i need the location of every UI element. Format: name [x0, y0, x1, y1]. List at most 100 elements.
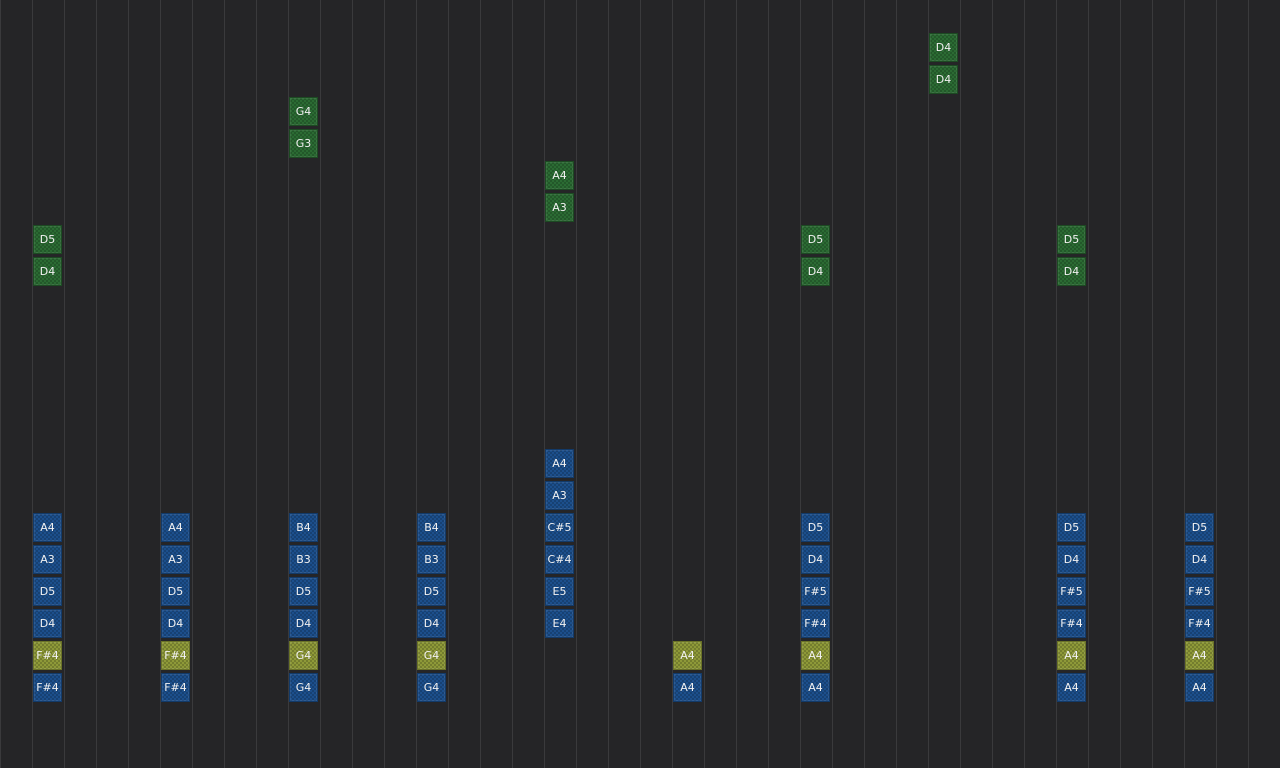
note-block-blue[interactable]: D4 — [417, 609, 446, 638]
grid-line — [320, 0, 321, 768]
note-block-blue[interactable]: F#4 — [1185, 609, 1214, 638]
note-block-green[interactable]: A4 — [545, 161, 574, 190]
note-block-blue[interactable]: G4 — [417, 673, 446, 702]
grid-line — [992, 0, 993, 768]
note-block-blue[interactable]: D4 — [161, 609, 190, 638]
note-block-green[interactable]: A3 — [545, 193, 574, 222]
note-block-blue[interactable]: F#5 — [1185, 577, 1214, 606]
grid-line — [1152, 0, 1153, 768]
grid-line — [1120, 0, 1121, 768]
grid-line — [832, 0, 833, 768]
grid-line — [448, 0, 449, 768]
note-block-green[interactable]: G4 — [289, 97, 318, 126]
note-block-blue[interactable]: F#5 — [1057, 577, 1086, 606]
note-block-green[interactable]: D4 — [929, 33, 958, 62]
grid-line — [864, 0, 865, 768]
note-block-yellow[interactable]: A4 — [1185, 641, 1214, 670]
note-block-blue[interactable]: D4 — [801, 545, 830, 574]
note-block-yellow[interactable]: A4 — [673, 641, 702, 670]
note-block-blue[interactable]: A4 — [673, 673, 702, 702]
note-block-blue[interactable]: A4 — [1185, 673, 1214, 702]
grid-line — [704, 0, 705, 768]
note-block-blue[interactable]: A4 — [161, 513, 190, 542]
note-block-blue[interactable]: A4 — [545, 449, 574, 478]
note-block-blue[interactable]: D5 — [1057, 513, 1086, 542]
note-block-blue[interactable]: B3 — [417, 545, 446, 574]
note-block-blue[interactable]: D5 — [801, 513, 830, 542]
note-block-blue[interactable]: D5 — [417, 577, 446, 606]
grid-line — [736, 0, 737, 768]
note-block-blue[interactable]: D5 — [289, 577, 318, 606]
grid-line — [96, 0, 97, 768]
note-block-blue[interactable]: C#4 — [545, 545, 574, 574]
grid-line — [1248, 0, 1249, 768]
grid-line — [544, 0, 545, 768]
grid-line — [1184, 0, 1185, 768]
note-block-blue[interactable]: F#4 — [801, 609, 830, 638]
note-block-green[interactable]: D5 — [801, 225, 830, 254]
grid-line — [352, 0, 353, 768]
note-block-blue[interactable]: F#4 — [33, 673, 62, 702]
note-block-yellow[interactable]: G4 — [289, 641, 318, 670]
note-block-blue[interactable]: E5 — [545, 577, 574, 606]
grid-line — [640, 0, 641, 768]
note-block-green[interactable]: D4 — [33, 257, 62, 286]
grid-line — [896, 0, 897, 768]
grid-line — [512, 0, 513, 768]
note-block-blue[interactable]: A4 — [33, 513, 62, 542]
note-block-blue[interactable]: D5 — [1185, 513, 1214, 542]
note-block-blue[interactable]: B4 — [417, 513, 446, 542]
note-block-blue[interactable]: A3 — [545, 481, 574, 510]
note-block-blue[interactable]: F#5 — [801, 577, 830, 606]
note-block-blue[interactable]: A3 — [33, 545, 62, 574]
note-block-blue[interactable]: B3 — [289, 545, 318, 574]
grid-line — [384, 0, 385, 768]
note-block-blue[interactable]: D4 — [1057, 545, 1086, 574]
note-block-green[interactable]: D4 — [801, 257, 830, 286]
note-block-blue[interactable]: F#4 — [161, 673, 190, 702]
grid-line — [608, 0, 609, 768]
grid-line — [288, 0, 289, 768]
note-block-blue[interactable]: B4 — [289, 513, 318, 542]
note-block-yellow[interactable]: G4 — [417, 641, 446, 670]
note-block-blue[interactable]: C#5 — [545, 513, 574, 542]
grid-line — [800, 0, 801, 768]
note-block-blue[interactable]: F#4 — [1057, 609, 1086, 638]
note-block-green[interactable]: D5 — [1057, 225, 1086, 254]
grid-line — [960, 0, 961, 768]
note-block-yellow[interactable]: F#4 — [33, 641, 62, 670]
note-block-blue[interactable]: D5 — [33, 577, 62, 606]
note-block-blue[interactable]: A4 — [1057, 673, 1086, 702]
grid-line — [576, 0, 577, 768]
note-block-green[interactable]: D4 — [929, 65, 958, 94]
grid-line — [160, 0, 161, 768]
grid-line — [32, 0, 33, 768]
note-block-blue[interactable]: D5 — [161, 577, 190, 606]
grid-line — [256, 0, 257, 768]
grid-line — [928, 0, 929, 768]
note-block-yellow[interactable]: F#4 — [161, 641, 190, 670]
note-block-green[interactable]: D5 — [33, 225, 62, 254]
note-block-blue[interactable]: A4 — [801, 673, 830, 702]
grid-line — [416, 0, 417, 768]
note-block-yellow[interactable]: A4 — [1057, 641, 1086, 670]
note-block-green[interactable]: D4 — [1057, 257, 1086, 286]
note-block-yellow[interactable]: A4 — [801, 641, 830, 670]
grid-line — [0, 0, 1, 768]
grid-line — [1024, 0, 1025, 768]
note-block-blue[interactable]: D4 — [33, 609, 62, 638]
note-block-blue[interactable]: G4 — [289, 673, 318, 702]
grid-line — [1088, 0, 1089, 768]
note-block-blue[interactable]: D4 — [1185, 545, 1214, 574]
grid-line — [480, 0, 481, 768]
grid-line — [64, 0, 65, 768]
note-block-green[interactable]: G3 — [289, 129, 318, 158]
grid-line — [672, 0, 673, 768]
grid-line — [1216, 0, 1217, 768]
note-block-blue[interactable]: E4 — [545, 609, 574, 638]
grid-line — [224, 0, 225, 768]
note-block-blue[interactable]: A3 — [161, 545, 190, 574]
grid-line — [192, 0, 193, 768]
note-block-blue[interactable]: D4 — [289, 609, 318, 638]
